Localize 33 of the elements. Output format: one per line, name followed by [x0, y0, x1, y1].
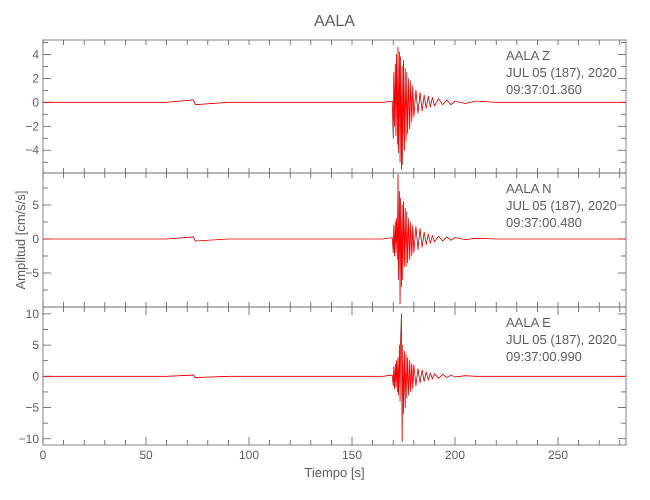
y-tick-label: 0	[32, 232, 40, 246]
annotation: JUL 05 (187), 2020	[506, 198, 617, 213]
y-tick-label: 5	[32, 198, 40, 212]
x-tick-label: 150	[342, 448, 362, 462]
x-tick-label: 50	[139, 448, 153, 462]
annotation: 09:37:01.360	[506, 82, 582, 97]
line-series	[42, 46, 626, 170]
annotation: AALA Z	[506, 48, 550, 63]
chart-title: AALA	[314, 13, 356, 30]
annotation: JUL 05 (187), 2020	[506, 65, 617, 80]
line-series	[42, 313, 626, 442]
y-tick-label: 4	[32, 47, 40, 62]
y-tick-label: 0	[32, 95, 40, 110]
x-tick-label: 200	[445, 448, 466, 462]
x-axis-title: Tiempo [s]	[304, 465, 365, 480]
x-tick-label: 250	[548, 448, 568, 462]
y-tick-label: −4	[25, 143, 40, 158]
line-series	[42, 174, 626, 304]
y-tick-label: −2	[25, 119, 40, 134]
annotation: JUL 05 (187), 2020	[506, 332, 617, 347]
y-tick-label: 10	[26, 306, 40, 321]
y-tick-label: 5	[32, 338, 40, 352]
y-tick-label: 0	[32, 369, 40, 384]
annotation: 09:37:00.480	[506, 215, 582, 230]
y-tick-label: 2	[32, 71, 40, 86]
y-tick-label: −5	[25, 400, 40, 415]
annotation: 09:37:00.990	[506, 349, 582, 364]
y-tick-label: −10	[18, 432, 40, 446]
y-tick-label: −5	[25, 266, 40, 280]
x-tick-label: 100	[238, 448, 260, 462]
annotation: AALA E	[506, 315, 552, 330]
annotation: AALA N	[506, 181, 552, 196]
y-axis-title: Amplitud [cm/s/s]	[13, 190, 28, 290]
